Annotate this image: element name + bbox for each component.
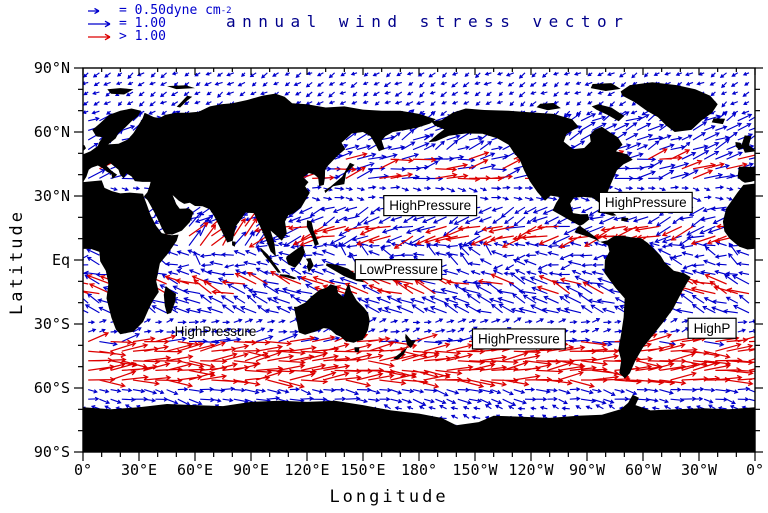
x-tick-label: 90°W xyxy=(569,461,606,479)
axis-tick-labels: 0° 30°E 60°E 90°E 120°E 150°E 180° 150°W 120°W 90… xyxy=(34,59,764,479)
continents-landmask xyxy=(83,82,755,452)
pressure-annotations: HighPressure HighPressure LowPressure HighP… xyxy=(175,191,737,350)
pressure-label-text: HighPressure xyxy=(478,331,560,346)
legend-row-1.0: = 1.00 xyxy=(86,17,232,30)
legend-relation: = xyxy=(119,2,127,18)
x-tick-label: 150°E xyxy=(340,461,385,479)
x-tick-label: 180° xyxy=(401,461,437,479)
pressure-label-text: HighPressure xyxy=(605,195,687,210)
x-tick-label: 150°W xyxy=(452,461,498,479)
x-tick-label: 0° xyxy=(746,461,764,479)
x-tick-label: 120°E xyxy=(284,461,329,479)
y-tick-label: 90°N xyxy=(34,59,70,77)
pressure-label-text: LowPressure xyxy=(359,262,438,277)
y-tick-label: 30°S xyxy=(34,315,70,333)
y-tick-label: 30°N xyxy=(34,187,70,205)
pressure-label-text: HighPressure xyxy=(389,198,471,213)
pressure-label-box xyxy=(687,317,737,339)
blue-long-arrow-icon xyxy=(88,20,111,27)
legend-value: 0.50dyne cm xyxy=(134,2,221,18)
x-tick-label: 120°W xyxy=(508,461,554,479)
pressure-label-box xyxy=(471,328,566,350)
axis-ticks xyxy=(74,67,763,461)
pressure-label-box xyxy=(598,191,693,213)
y-tick-label: 60°S xyxy=(34,379,70,397)
land-silhouette xyxy=(83,82,755,452)
pressure-label-box xyxy=(354,259,443,281)
pressure-label-text: HighPressure xyxy=(175,324,257,339)
y-tick-label: 90°S xyxy=(34,443,70,461)
legend-relation: > xyxy=(119,28,127,44)
x-tick-label: 60°E xyxy=(177,461,213,479)
chart-title: annual wind stress vector xyxy=(226,12,630,31)
blue-short-arrow-icon xyxy=(88,7,100,14)
legend-row-0.5: = 0.50dyne cm -2 xyxy=(86,4,232,17)
x-tick-label: 0° xyxy=(74,461,92,479)
y-tick-label: Eq xyxy=(52,251,70,269)
vector-scale-legend: = 0.50dyne cm -2 = 1.00 > 1.00 xyxy=(86,4,232,43)
x-tick-label: 30°E xyxy=(121,461,157,479)
pressure-label-box xyxy=(383,195,478,217)
x-tick-label: 90°E xyxy=(233,461,269,479)
legend-row-strong: > 1.00 xyxy=(86,30,232,43)
x-axis-title: Longitude xyxy=(329,487,449,507)
x-tick-label: 30°W xyxy=(681,461,718,479)
legend-relation: = xyxy=(119,15,127,31)
y-tick-label: 60°N xyxy=(34,123,70,141)
pressure-label-text: HighP xyxy=(694,321,731,336)
legend-exponent: -2 xyxy=(220,5,232,16)
legend-value: 1.00 xyxy=(134,28,166,44)
red-long-arrow-icon xyxy=(88,33,111,40)
legend-value: 1.00 xyxy=(134,15,166,31)
x-tick-label: 60°W xyxy=(625,461,662,479)
